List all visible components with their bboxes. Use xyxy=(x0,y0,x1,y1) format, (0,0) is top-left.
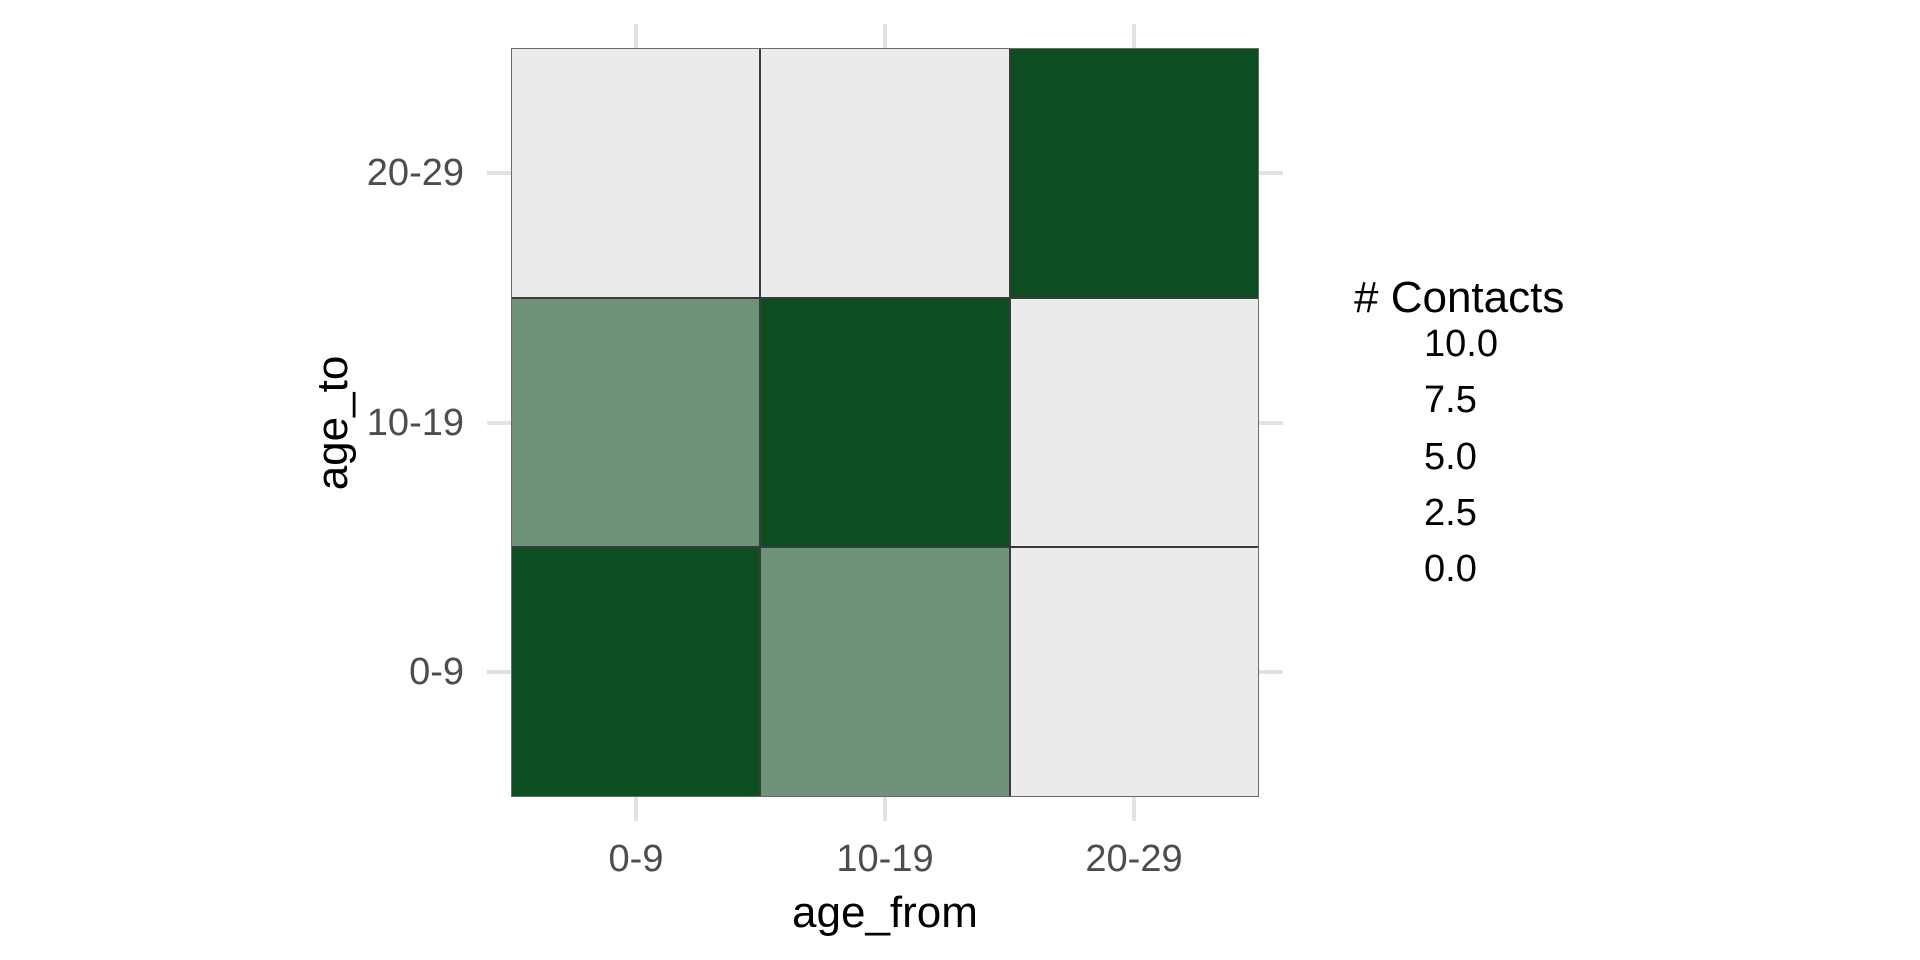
axis-tick-mark xyxy=(487,171,511,175)
legend-tick-label: 7.5 xyxy=(1424,379,1477,422)
legend-bar-tick xyxy=(1390,511,1403,515)
heatmap-cell xyxy=(761,548,1009,796)
legend-bar-tick xyxy=(1390,455,1403,459)
legend-tick-label: 5.0 xyxy=(1424,435,1477,478)
heatmap-cell xyxy=(761,49,1009,297)
y-tick-label-10-19: 10-19 xyxy=(366,402,464,444)
legend-title: # Contacts xyxy=(1354,273,1565,322)
axis-tick-mark xyxy=(1132,797,1136,821)
legend-tick-label: 2.5 xyxy=(1424,491,1477,534)
axis-tick-mark xyxy=(883,797,887,821)
heatmap-cell xyxy=(1010,49,1258,297)
legend-tick-label: 0.0 xyxy=(1424,548,1477,590)
heatmap-panel xyxy=(511,48,1259,797)
y-tick-label-20-29: 20-29 xyxy=(366,152,464,194)
legend-bar-tick xyxy=(1390,399,1403,403)
legend-bar-tick xyxy=(1356,455,1369,459)
axis-tick-mark xyxy=(634,797,638,821)
heatmap-cell xyxy=(512,49,760,297)
heatmap-cell xyxy=(512,548,760,796)
legend-tick-label: 10.0 xyxy=(1424,323,1498,365)
y-tick-label-0-9: 0-9 xyxy=(409,651,464,693)
axis-tick-mark xyxy=(634,24,638,48)
axis-tick-mark xyxy=(1259,421,1283,425)
x-axis-title: age_from xyxy=(792,888,978,937)
axis-tick-mark xyxy=(487,421,511,425)
legend-bar-tick xyxy=(1356,399,1369,403)
axis-tick-mark xyxy=(1259,171,1283,175)
axis-tick-mark xyxy=(1259,670,1283,674)
x-tick-label-0-9: 0-9 xyxy=(608,838,664,880)
legend-bar-tick xyxy=(1356,511,1369,515)
y-axis-title: age_to xyxy=(308,355,357,491)
axis-tick-mark xyxy=(1132,24,1136,48)
heatmap-cell xyxy=(1010,548,1258,796)
x-tick-label-20-29: 20-29 xyxy=(1085,838,1183,880)
axis-tick-mark xyxy=(487,670,511,674)
heatmap-cell xyxy=(512,298,760,547)
heatmap-cell xyxy=(1010,298,1258,547)
x-tick-label-10-19: 10-19 xyxy=(836,838,934,880)
legend-gradient-bar xyxy=(1356,341,1403,572)
heatmap-cell xyxy=(761,298,1009,547)
axis-tick-mark xyxy=(883,24,887,48)
